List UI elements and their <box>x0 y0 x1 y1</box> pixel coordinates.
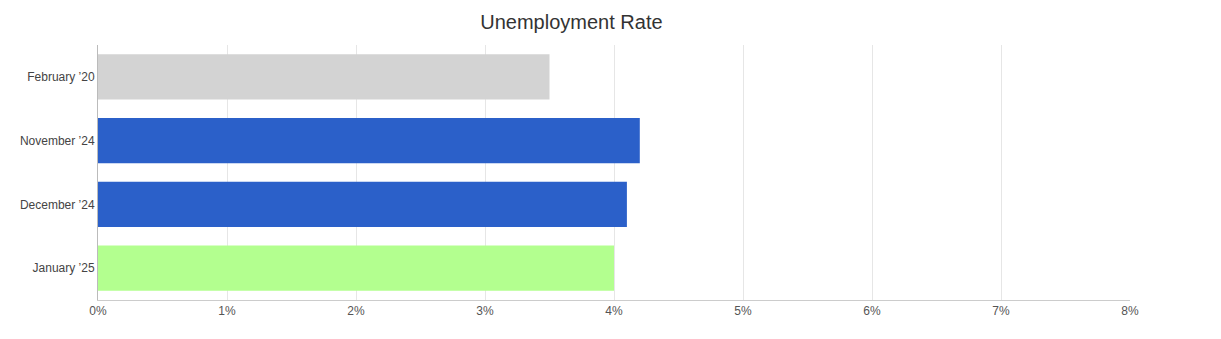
svg-text:3%: 3% <box>476 304 494 318</box>
svg-text:5%: 5% <box>734 304 752 318</box>
svg-text:7%: 7% <box>992 304 1010 318</box>
svg-text:4%: 4% <box>605 304 623 318</box>
svg-text:November ’24: November ’24 <box>20 134 95 148</box>
svg-text:Unemployment Rate: Unemployment Rate <box>480 11 662 33</box>
svg-text:February ’20: February ’20 <box>27 70 95 84</box>
svg-text:6%: 6% <box>863 304 881 318</box>
svg-text:8%: 8% <box>1121 304 1139 318</box>
svg-text:2%: 2% <box>347 304 365 318</box>
svg-text:January ’25: January ’25 <box>33 261 95 275</box>
svg-text:December ’24: December ’24 <box>20 198 95 212</box>
svg-text:0%: 0% <box>89 304 107 318</box>
svg-text:1%: 1% <box>218 304 236 318</box>
